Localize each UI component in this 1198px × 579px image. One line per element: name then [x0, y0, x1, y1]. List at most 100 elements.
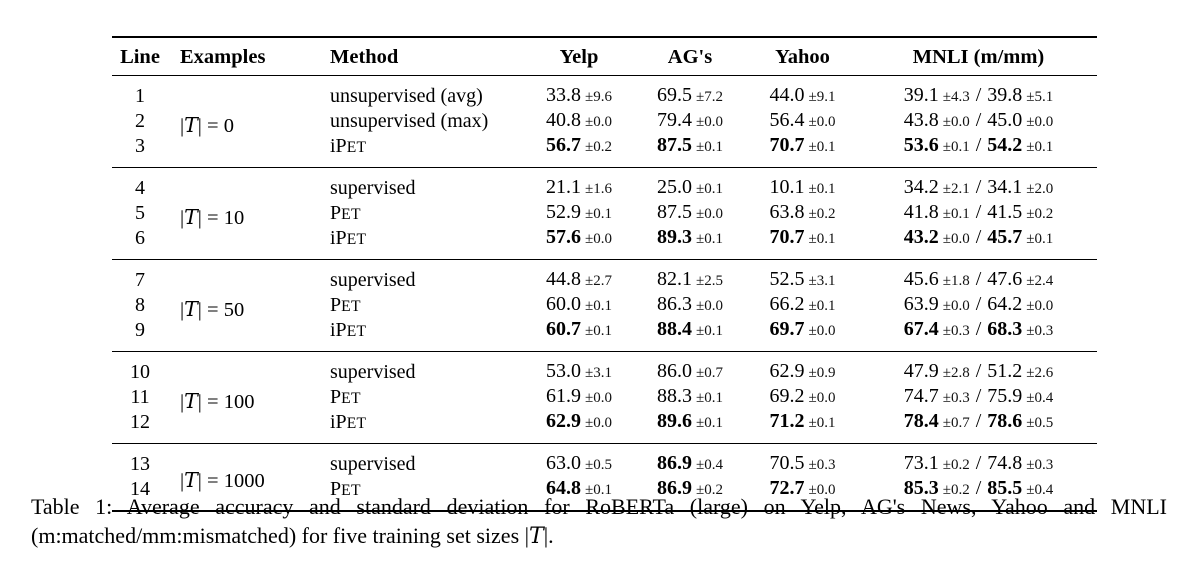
method-cell: PET [330, 201, 361, 224]
yelp-value-cell: 44.8 ±2.7 [546, 268, 612, 290]
table-header-row: Line Examples Method Yelp AG's Yahoo MNLI (m/m… [112, 37, 1097, 76]
table-row: 4 |T| = 10 supervised 21.1 ±1.6 25.0 ±0.1 10.1 ±… [112, 168, 1097, 229]
method-cell: iPET [330, 226, 367, 249]
col-header-examples: Examples [168, 37, 320, 76]
yelp-value-cell: 33.8 ±9.6 [546, 84, 612, 106]
table-group: 1 |T| = 0 unsupervised (avg) 33.8 ±9.6 69.5 ±7… [112, 75, 1097, 168]
table-row: 12 iPET 62.9 ±0.0 89.6 ±0.1 71.2 ±0.1 78.4 ±0.7 /… [112, 410, 1097, 444]
line-number: 7 [135, 269, 145, 291]
line-number: 13 [130, 453, 150, 475]
table-header: Line Examples Method Yelp AG's Yahoo MNLI (m/m… [112, 37, 1097, 76]
line-number: 2 [135, 110, 145, 132]
yahoo-value-cell: 72.7 ±0.0 [769, 477, 836, 499]
line-number: 6 [135, 227, 145, 249]
method-cell: PET [330, 477, 361, 500]
yahoo-value-cell: 70.7 ±0.1 [769, 134, 836, 156]
table-row: 14 PET 64.8 ±0.1 86.9 ±0.2 72.7 ±0.0 85.3 ±0.2 / … [112, 477, 1097, 511]
mnli-value-cell: 73.1 ±0.2 / 74.8 ±0.3 [903, 452, 1054, 474]
line-number: 8 [135, 294, 145, 316]
mnli-value-cell: 39.1 ±4.3 / 39.8 ±5.1 [903, 84, 1054, 106]
line-number: 12 [130, 411, 150, 433]
ags-value-cell: 86.3 ±0.0 [657, 293, 723, 315]
examples-cell: |T| = 0 [180, 112, 234, 137]
col-header-mnli: MNLI (m/mm) [860, 37, 1097, 76]
table-row: 1 |T| = 0 unsupervised (avg) 33.8 ±9.6 69.5 ±7… [112, 76, 1097, 137]
ags-value-cell: 69.5 ±7.2 [657, 84, 723, 106]
yahoo-value-cell: 70.5 ±0.3 [769, 452, 836, 474]
yahoo-value-cell: 56.4 ±0.0 [769, 109, 836, 131]
line-number: 3 [135, 135, 145, 157]
yahoo-value-cell: 10.1 ±0.1 [769, 176, 836, 198]
table-row: 10 |T| = 100 supervised 53.0 ±3.1 86.0 ±0.7 62.… [112, 352, 1097, 413]
ags-value-cell: 87.5 ±0.1 [657, 134, 723, 156]
col-header-yelp: Yelp [523, 37, 635, 76]
col-header-line: Line [112, 37, 168, 76]
yelp-value-cell: 63.0 ±0.5 [546, 452, 612, 474]
col-header-method: Method [320, 37, 523, 76]
col-header-ags: AG's [635, 37, 745, 76]
mnli-value-cell: 63.9 ±0.0 / 64.2 ±0.0 [903, 293, 1054, 315]
results-table: Line Examples Method Yelp AG's Yahoo MNLI (m/m… [112, 36, 1097, 512]
yelp-value-cell: 64.8 ±0.1 [546, 477, 612, 499]
ags-value-cell: 88.3 ±0.1 [657, 385, 723, 407]
mnli-value-cell: 74.7 ±0.3 / 75.9 ±0.4 [903, 385, 1054, 407]
method-cell: PET [330, 385, 361, 408]
ags-value-cell: 88.4 ±0.1 [657, 318, 723, 340]
line-number: 10 [130, 361, 150, 383]
table-row: 2 unsupervised (max) 40.8 ±0.0 79.4 ±0.0 56.4 ±… [112, 109, 1097, 134]
examples-cell: |T| = 1000 [180, 468, 265, 493]
examples-cell: |T| = 50 [180, 296, 245, 321]
ags-value-cell: 86.0 ±0.7 [657, 360, 723, 382]
mnli-value-cell: 47.9 ±2.8 / 51.2 ±2.6 [903, 360, 1054, 382]
yelp-value-cell: 61.9 ±0.0 [546, 385, 612, 407]
yahoo-value-cell: 69.2 ±0.0 [769, 385, 836, 407]
yelp-value-cell: 57.6 ±0.0 [546, 226, 612, 248]
method-cell: supervised [330, 361, 416, 383]
col-header-yahoo: Yahoo [745, 37, 860, 76]
table-group: 13 |T| = 1000 supervised 63.0 ±0.5 86.9 ±0.4 70… [112, 443, 1097, 512]
yahoo-value-cell: 70.7 ±0.1 [769, 226, 836, 248]
method-cell: supervised [330, 453, 416, 475]
table-row: 13 |T| = 1000 supervised 63.0 ±0.5 86.9 ±0.4 70… [112, 444, 1097, 492]
examples-cell: |T| = 10 [180, 204, 245, 229]
yahoo-value-cell: 52.5 ±3.1 [769, 268, 836, 290]
ags-value-cell: 86.9 ±0.2 [657, 477, 723, 499]
ags-value-cell: 25.0 ±0.1 [657, 176, 723, 198]
table-row: 8 PET 60.0 ±0.1 86.3 ±0.0 66.2 ±0.1 63.9 ±0.0 / 6… [112, 293, 1097, 318]
yahoo-value-cell: 71.2 ±0.1 [769, 410, 836, 432]
mnli-value-cell: 43.2 ±0.0 / 45.7 ±0.1 [903, 226, 1054, 248]
method-cell: iPET [330, 410, 367, 433]
method-cell: iPET [330, 134, 367, 157]
yahoo-value-cell: 44.0 ±9.1 [769, 84, 836, 106]
method-cell: unsupervised (max) [330, 110, 489, 132]
line-number: 1 [135, 85, 145, 107]
mnli-value-cell: 85.3 ±0.2 / 85.5 ±0.4 [903, 477, 1054, 499]
mnli-value-cell: 41.8 ±0.1 / 41.5 ±0.2 [903, 201, 1054, 223]
method-cell: PET [330, 293, 361, 316]
table-row: 11 PET 61.9 ±0.0 88.3 ±0.1 69.2 ±0.0 74.7 ±0.3 / … [112, 385, 1097, 410]
yelp-value-cell: 40.8 ±0.0 [546, 109, 612, 131]
yahoo-value-cell: 63.8 ±0.2 [769, 201, 836, 223]
table-row: 6 iPET 57.6 ±0.0 89.3 ±0.1 70.7 ±0.1 43.2 ±0.0 / … [112, 226, 1097, 260]
table-group: 7 |T| = 50 supervised 44.8 ±2.7 82.1 ±2.5 52.5 ±… [112, 259, 1097, 352]
yahoo-value-cell: 69.7 ±0.0 [769, 318, 836, 340]
mnli-value-cell: 53.6 ±0.1 / 54.2 ±0.1 [903, 134, 1054, 156]
method-cell: unsupervised (avg) [330, 85, 483, 107]
table-row: 7 |T| = 50 supervised 44.8 ±2.7 82.1 ±2.5 52.5 ±… [112, 260, 1097, 321]
yahoo-value-cell: 66.2 ±0.1 [769, 293, 836, 315]
line-number: 4 [135, 177, 145, 199]
yelp-value-cell: 56.7 ±0.2 [546, 134, 612, 156]
table-caption: Table 1: Average accuracy and standard d… [31, 494, 1167, 549]
mnli-value-cell: 34.2 ±2.1 / 34.1 ±2.0 [903, 176, 1054, 198]
ags-value-cell: 87.5 ±0.0 [657, 201, 723, 223]
ags-value-cell: 86.9 ±0.4 [657, 452, 723, 474]
table-row: 3 iPET 56.7 ±0.2 87.5 ±0.1 70.7 ±0.1 53.6 ±0.1 / … [112, 134, 1097, 168]
mnli-value-cell: 45.6 ±1.8 / 47.6 ±2.4 [903, 268, 1054, 290]
yelp-value-cell: 53.0 ±3.1 [546, 360, 612, 382]
ags-value-cell: 89.6 ±0.1 [657, 410, 723, 432]
line-number: 9 [135, 319, 145, 341]
yelp-value-cell: 60.7 ±0.1 [546, 318, 612, 340]
ags-value-cell: 79.4 ±0.0 [657, 109, 723, 131]
table-row: 9 iPET 60.7 ±0.1 88.4 ±0.1 69.7 ±0.0 67.4 ±0.3 / … [112, 318, 1097, 352]
